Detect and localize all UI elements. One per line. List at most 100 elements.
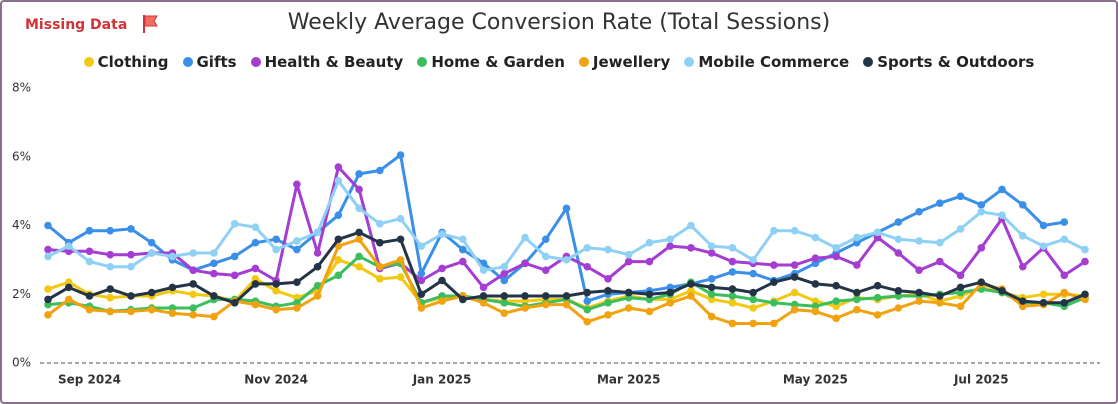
data-point: [936, 292, 944, 300]
data-point: [64, 283, 73, 292]
data-point: [1081, 245, 1089, 254]
data-point: [1039, 221, 1048, 230]
data-point: [894, 235, 903, 244]
data-point: [998, 287, 1006, 295]
data-point: [707, 312, 716, 321]
data-point: [728, 268, 737, 276]
legend-item: Gifts: [182, 53, 237, 71]
data-point: [1039, 299, 1048, 307]
data-point: [624, 250, 633, 259]
data-point: [811, 307, 820, 316]
data-point: [894, 249, 903, 257]
data-point: [355, 185, 363, 194]
data-point: [168, 283, 177, 292]
legend-dot: [250, 57, 261, 67]
legend-item: Health & Beauty: [250, 53, 403, 71]
data-point: [832, 252, 840, 261]
data-point: [293, 278, 301, 287]
data-point: [313, 228, 322, 237]
data-point: [853, 261, 861, 269]
data-point: [1039, 242, 1048, 250]
data-point: [541, 300, 550, 309]
data-point: [459, 295, 467, 304]
data-point: [438, 264, 446, 273]
data-point: [272, 245, 280, 254]
data-point: [666, 299, 674, 307]
data-point: [355, 252, 363, 261]
data-point: [500, 276, 509, 285]
data-point: [541, 292, 550, 300]
legend-label: Gifts: [196, 53, 237, 71]
data-point: [500, 309, 509, 317]
data-point: [770, 319, 778, 328]
x-tick-label: Nov 2024: [244, 373, 308, 387]
chart-title: Weekly Average Conversion Rate (Total Se…: [287, 10, 831, 35]
data-point: [1060, 271, 1069, 280]
data-point: [624, 257, 633, 266]
data-point: [313, 262, 322, 271]
data-point: [396, 256, 405, 264]
data-point: [459, 245, 467, 254]
data-point: [583, 305, 592, 314]
data-point: [396, 235, 405, 244]
data-point: [334, 163, 343, 171]
data-point: [479, 299, 488, 307]
data-point: [956, 271, 965, 280]
data-point: [64, 295, 73, 304]
legend-item: Clothing: [83, 53, 169, 71]
data-point: [334, 271, 343, 280]
data-point: [479, 292, 488, 300]
data-point: [85, 292, 94, 300]
data-point: [313, 292, 322, 300]
data-point: [438, 230, 446, 238]
data-point: [230, 219, 239, 228]
legend-label: Mobile Commerce: [698, 53, 850, 71]
data-point: [728, 292, 737, 300]
data-point: [728, 257, 737, 266]
data-point: [293, 304, 301, 312]
data-point: [459, 235, 467, 244]
data-point: [355, 204, 363, 213]
data-point: [956, 283, 965, 292]
data-point: [396, 214, 405, 223]
legend-dot: [417, 57, 428, 67]
legend: Clothing Gifts Health & Beauty Home & Garde…: [0, 53, 1118, 71]
data-point: [293, 245, 301, 254]
data-point: [168, 309, 177, 317]
x-tick-label: Mar 2025: [597, 373, 661, 387]
data-point: [624, 288, 633, 297]
data-point: [147, 238, 156, 247]
x-tick-label: Jul 2025: [953, 373, 1009, 387]
data-point: [44, 252, 52, 261]
data-point: [313, 249, 322, 257]
data-point: [604, 245, 612, 254]
data-point: [64, 242, 73, 250]
data-point: [1060, 235, 1069, 244]
data-point: [707, 274, 716, 283]
data-point: [645, 307, 654, 316]
data-point: [583, 262, 592, 271]
data-point: [417, 276, 426, 285]
data-point: [438, 297, 446, 305]
data-point: [521, 259, 529, 268]
data-point: [210, 312, 218, 321]
data-point: [707, 290, 716, 299]
data-point: [396, 273, 405, 281]
data-point: [936, 199, 944, 207]
data-point: [749, 319, 757, 328]
data-point: [376, 274, 384, 283]
data-point: [147, 288, 156, 297]
data-point: [562, 204, 571, 213]
data-point: [770, 261, 778, 269]
data-point: [604, 274, 612, 283]
data-point: [417, 290, 426, 299]
data-point: [189, 304, 197, 312]
data-point: [293, 180, 301, 189]
data-point: [106, 307, 115, 316]
data-point: [417, 269, 426, 278]
data-point: [832, 244, 840, 252]
legend-item: Home & Garden: [417, 53, 565, 71]
y-tick-label: 6%: [12, 149, 31, 163]
